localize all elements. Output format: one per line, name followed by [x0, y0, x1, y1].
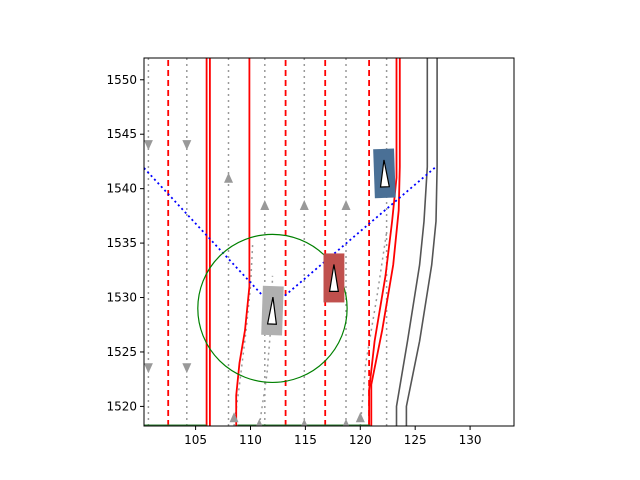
x-tick-label-130: 130: [459, 433, 482, 447]
lane-direction-arrow-5: [260, 199, 270, 210]
lane-direction-arrow-12: [342, 418, 350, 426]
plot-frame: [143, 57, 515, 427]
lane-direction-arrow-3: [182, 363, 192, 374]
vehicle-heading-marker-2: [379, 159, 391, 188]
plot-area: [144, 58, 438, 426]
vehicle-heading-marker-0: [266, 297, 278, 325]
y-tick-label-1520: 1520: [106, 399, 137, 413]
y-tick-label-1525: 1525: [106, 345, 137, 359]
y-tick-label-1545: 1545: [106, 127, 137, 141]
y-tick-label-1535: 1535: [106, 236, 137, 250]
turn-path-2: [359, 232, 388, 426]
y-tick-label-1550: 1550: [106, 73, 137, 87]
axes: 105 110 115 120 125 130 1520 1525 1530 1535 1540 15…: [106, 73, 481, 447]
road-edge-0: [395, 58, 429, 426]
lane-direction-arrow-9: [355, 412, 365, 423]
solid-boundary-2: [235, 58, 251, 426]
lane-direction-arrow-1: [182, 140, 192, 151]
plot-background: [144, 58, 514, 426]
lane-direction-arrow-4: [224, 172, 234, 183]
x-tick-label-115: 115: [294, 433, 317, 447]
range-circle-0: [197, 233, 348, 384]
lane-direction-arrow-0: [144, 140, 153, 151]
turn-path-0: [233, 243, 254, 426]
lane-direction-arrow-10: [256, 418, 263, 426]
x-tick-label-105: 105: [184, 433, 207, 447]
lane-direction-arrow-2: [144, 363, 153, 374]
y-tick-label-1540: 1540: [106, 182, 137, 196]
x-tick-label-125: 125: [404, 433, 427, 447]
x-tick-label-120: 120: [349, 433, 372, 447]
lane-direction-arrow-7: [341, 199, 351, 210]
agent-vehicle-1: [323, 253, 345, 303]
y-tick-label-1530: 1530: [106, 291, 137, 305]
solid-boundary-3: [370, 58, 401, 426]
vehicle-heading-marker-1: [328, 264, 340, 293]
lane-direction-arrow-6: [299, 199, 309, 210]
solid-boundary-4: [368, 58, 398, 426]
lane-direction-arrow-8: [229, 412, 239, 423]
x-tick-label-110: 110: [239, 433, 262, 447]
road-edge-1: [405, 58, 438, 426]
lane-direction-arrow-11: [301, 418, 308, 426]
ego-vehicle: [261, 285, 284, 336]
agent-vehicle-2: [373, 148, 396, 199]
